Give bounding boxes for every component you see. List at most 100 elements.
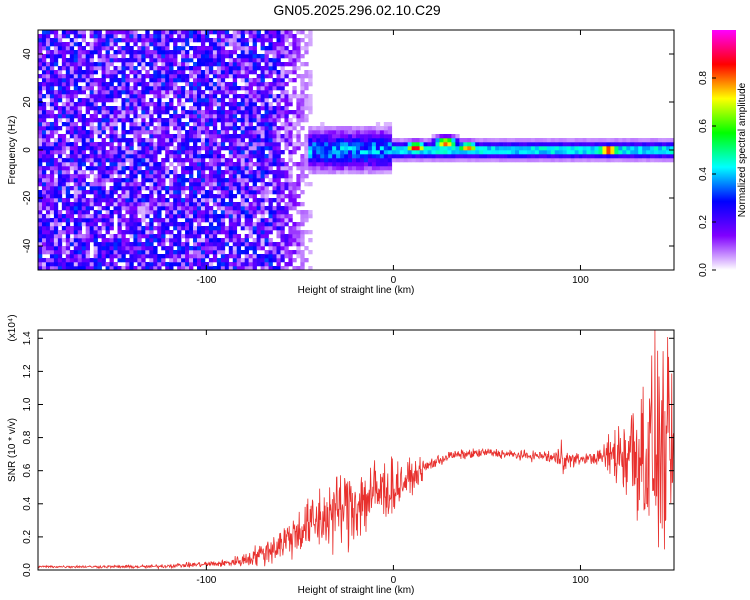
heatmap-cell <box>101 198 106 203</box>
heatmap-cell <box>38 94 43 99</box>
heatmap-cell <box>284 70 289 75</box>
heatmap-cell <box>73 182 79 187</box>
heatmap-cell <box>200 46 206 51</box>
heatmap-cell <box>208 170 214 175</box>
heatmap-cell <box>236 246 242 251</box>
heatmap-cell <box>447 146 452 151</box>
heatmap-cell <box>443 134 448 139</box>
heatmap-cell <box>89 138 94 143</box>
heatmap-cell <box>244 222 249 227</box>
heatmap-cell <box>185 242 190 247</box>
heatmap-cell <box>89 114 94 119</box>
heatmap-cell <box>109 146 114 151</box>
heatmap-cell <box>105 126 110 131</box>
heatmap-cell <box>467 150 472 155</box>
heatmap-cell <box>149 218 154 223</box>
heatmap-cell <box>93 258 98 263</box>
heatmap-cell <box>185 222 190 227</box>
heatmap-cell <box>121 122 126 127</box>
heatmap-cell <box>264 158 269 163</box>
heatmap-cell <box>49 102 55 107</box>
heatmap-cell <box>53 38 59 43</box>
heatmap-cell <box>185 178 190 183</box>
heatmap-cell <box>626 154 631 159</box>
heatmap-cell <box>109 86 114 91</box>
heatmap-cell <box>181 182 186 187</box>
heatmap-cell <box>483 138 488 143</box>
heatmap-cell <box>133 234 138 239</box>
heatmap-cell <box>137 130 142 135</box>
heatmap-cell <box>165 266 170 271</box>
heatmap-cell <box>248 54 253 59</box>
heatmap-cell <box>240 154 245 159</box>
heatmap-cell <box>610 146 615 151</box>
heatmap-cell <box>415 154 420 159</box>
heatmap-cell <box>216 58 222 63</box>
heatmap-cell <box>125 66 130 71</box>
heatmap-cell <box>208 162 214 167</box>
heatmap-cell <box>658 154 663 159</box>
heatmap-cell <box>57 222 63 227</box>
heatmap-cell <box>212 138 218 143</box>
heatmap-cell <box>340 162 345 167</box>
heatmap-cell <box>57 78 63 83</box>
heatmap-cell <box>93 194 98 199</box>
heatmap-cell <box>542 142 548 147</box>
heatmap-cell <box>53 58 59 63</box>
heatmap-cell <box>101 250 106 255</box>
heatmap-cell <box>81 234 86 239</box>
heatmap-cell <box>324 146 329 151</box>
heatmap-cell <box>73 70 79 75</box>
heatmap-cell <box>224 242 230 247</box>
heatmap-cell <box>240 206 245 211</box>
heatmap-cell <box>77 98 83 103</box>
heatmap-cell <box>197 66 202 71</box>
spectrogram-y-label: Frequency (Hz) <box>7 116 18 185</box>
heatmap-cell <box>375 126 381 131</box>
heatmap-cell <box>284 74 289 79</box>
heatmap-cell <box>244 74 249 79</box>
heatmap-cell <box>232 214 238 219</box>
heatmap-cell <box>53 202 59 207</box>
heatmap-cell <box>320 130 325 135</box>
heatmap-cell <box>264 82 269 87</box>
heatmap-cell <box>240 134 245 139</box>
heatmap-cell <box>181 70 186 75</box>
heatmap-cell <box>208 90 214 95</box>
heatmap-cell <box>53 226 59 231</box>
heatmap-cell <box>101 66 106 71</box>
heatmap-cell <box>200 178 206 183</box>
heatmap-cell <box>236 170 242 175</box>
heatmap-cell <box>49 58 55 63</box>
heatmap-cell <box>248 110 253 115</box>
heatmap-cell <box>165 42 170 47</box>
heatmap-cell <box>149 118 154 123</box>
heatmap-cell <box>538 150 544 155</box>
heatmap-cell <box>189 134 194 139</box>
heatmap-cell <box>296 138 301 143</box>
heatmap-cell <box>526 142 532 147</box>
heatmap-cell <box>367 146 373 151</box>
heatmap-cell <box>161 42 166 47</box>
heatmap-cell <box>292 190 297 195</box>
heatmap-cell <box>177 162 182 167</box>
heatmap-cell <box>268 102 273 107</box>
heatmap-cell <box>240 130 245 135</box>
heatmap-cell <box>69 206 75 211</box>
heatmap-cell <box>268 210 273 215</box>
heatmap-cell <box>260 202 265 207</box>
heatmap-cell <box>129 170 134 175</box>
heatmap-cell <box>212 30 218 35</box>
heatmap-cell <box>197 86 202 91</box>
heatmap-cell <box>113 182 118 187</box>
heatmap-cell <box>244 46 249 51</box>
heatmap-cell <box>153 54 158 59</box>
heatmap-cell <box>550 150 556 155</box>
heatmap-cell <box>129 198 134 203</box>
heatmap-cell <box>252 194 257 199</box>
heatmap-cell <box>89 262 94 267</box>
heatmap-cell <box>105 62 110 67</box>
heatmap-cell <box>185 58 190 63</box>
heatmap-cell <box>200 82 206 87</box>
heatmap-cell <box>208 186 214 191</box>
